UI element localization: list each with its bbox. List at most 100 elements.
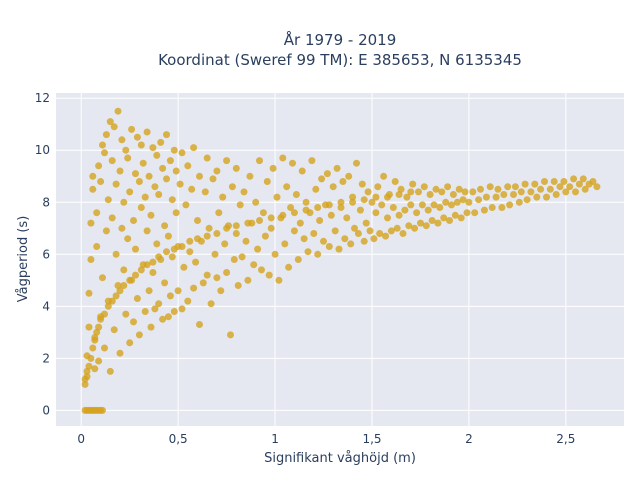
data-point	[261, 232, 269, 240]
data-point	[290, 209, 298, 217]
data-point	[461, 188, 469, 196]
data-point	[143, 227, 151, 235]
data-point	[428, 217, 436, 224]
data-point	[161, 222, 169, 230]
data-point	[112, 180, 120, 188]
data-point	[153, 240, 161, 248]
data-point	[407, 188, 415, 196]
data-point	[550, 178, 558, 185]
data-point	[184, 162, 192, 170]
data-point	[83, 373, 91, 381]
data-point	[579, 175, 587, 183]
data-point	[159, 315, 167, 323]
data-point	[323, 170, 331, 178]
data-point	[339, 178, 347, 185]
data-point	[99, 141, 106, 149]
data-point	[486, 183, 494, 191]
x-tick-label: 2,5	[556, 432, 575, 446]
data-point	[298, 167, 306, 175]
data-point	[312, 185, 320, 193]
data-point	[488, 204, 496, 211]
data-point	[562, 188, 570, 196]
data-point	[294, 256, 302, 263]
data-point	[289, 159, 296, 167]
data-point	[275, 276, 283, 284]
data-point	[223, 157, 231, 165]
data-point	[537, 185, 545, 193]
data-point	[163, 175, 170, 183]
data-point	[566, 183, 574, 191]
data-point	[292, 191, 300, 198]
data-point	[424, 206, 432, 214]
data-point	[556, 183, 564, 191]
data-point	[91, 365, 99, 373]
data-point	[358, 180, 366, 188]
data-point	[120, 198, 128, 206]
data-point	[137, 266, 145, 274]
data-point	[302, 206, 310, 214]
data-point	[172, 209, 180, 217]
data-point	[211, 250, 219, 258]
data-point	[85, 323, 93, 331]
data-point	[85, 362, 93, 370]
data-point	[87, 219, 95, 227]
y-tick-label: 12	[35, 91, 50, 105]
data-point	[114, 107, 122, 115]
data-point	[135, 331, 143, 339]
data-point	[351, 224, 358, 232]
data-point	[327, 211, 335, 219]
data-point	[122, 310, 130, 318]
chart-title-line-2: Koordinat (Sweref 99 TM): E 385653, N 61…	[158, 51, 522, 69]
data-point	[475, 196, 483, 204]
data-point	[219, 193, 227, 201]
data-point	[182, 201, 190, 209]
data-point	[517, 188, 525, 196]
data-point	[201, 188, 209, 196]
data-point	[190, 284, 198, 292]
data-point	[234, 282, 242, 289]
data-point	[101, 310, 108, 318]
data-point	[449, 191, 457, 198]
data-point	[97, 315, 105, 323]
data-point	[418, 201, 426, 209]
data-point	[112, 292, 120, 300]
data-point	[451, 211, 459, 219]
data-point	[506, 201, 514, 209]
data-point	[101, 344, 108, 352]
data-point	[163, 131, 170, 139]
data-point	[118, 224, 126, 232]
data-point	[283, 183, 291, 191]
data-point	[95, 162, 103, 170]
data-point	[81, 380, 89, 388]
data-point	[494, 185, 502, 193]
data-point	[137, 204, 145, 211]
data-point	[380, 172, 388, 180]
data-point	[168, 196, 176, 204]
data-point	[320, 237, 327, 245]
data-point	[89, 344, 97, 352]
data-point	[91, 336, 99, 344]
data-point	[296, 219, 304, 227]
data-point	[196, 172, 203, 180]
data-point	[316, 217, 324, 224]
data-point	[157, 138, 165, 146]
data-point	[543, 193, 550, 201]
data-point	[213, 274, 221, 282]
data-point	[228, 183, 236, 191]
data-point	[102, 131, 110, 139]
data-point	[252, 198, 260, 206]
data-point	[95, 323, 103, 331]
data-point	[244, 276, 252, 284]
data-point	[438, 188, 446, 196]
data-point	[128, 125, 136, 133]
data-point	[118, 136, 126, 144]
data-point	[279, 211, 287, 219]
data-point	[457, 214, 465, 222]
data-point	[203, 232, 211, 240]
data-point	[492, 193, 500, 201]
y-tick-label: 2	[42, 351, 50, 365]
data-point	[463, 209, 471, 217]
data-point	[254, 245, 262, 253]
data-point	[354, 230, 362, 237]
data-point	[290, 227, 298, 235]
